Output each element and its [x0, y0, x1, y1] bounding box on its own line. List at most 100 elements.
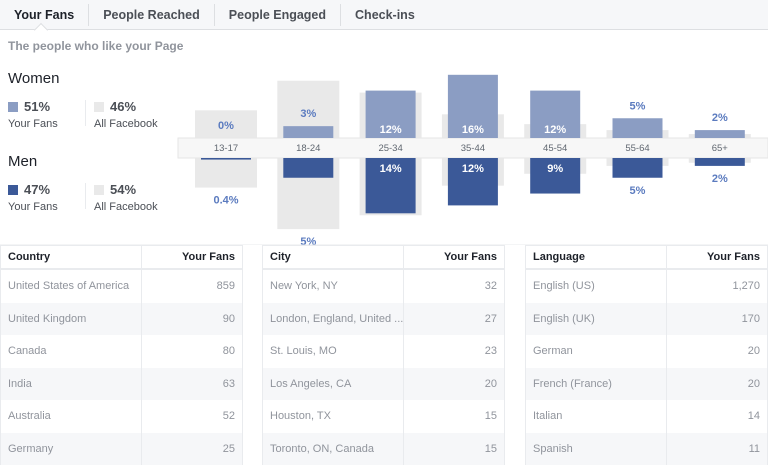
tab-check-ins[interactable]: Check-ins [355, 8, 415, 22]
men-swatch [8, 185, 18, 195]
women-title: Women [8, 70, 60, 87]
column-header-your-fans[interactable]: Your Fans [182, 251, 235, 263]
men-fans-bar [530, 158, 581, 194]
city-name: Toronto, ON, Canada [263, 432, 404, 465]
fan-count: 25 [222, 442, 235, 455]
language-table: Language Your Fans English (US) 1,270 Englis… [525, 245, 768, 465]
women-value-label: 2% [712, 112, 728, 124]
women-value-label: 12% [380, 124, 402, 136]
men-fans-bar [612, 158, 663, 178]
women-fans-bar [612, 118, 663, 138]
column-header-your-fans[interactable]: Your Fans [707, 251, 760, 263]
tab-people-reached[interactable]: People Reached [89, 4, 215, 26]
men-fans-pct: 47% [8, 182, 50, 197]
column-header-your-fans[interactable]: Your Fans [444, 251, 497, 263]
table-row: German 20 [526, 335, 767, 368]
table-row: St. Louis, MO 23 [263, 335, 504, 368]
country-name: Germany [1, 432, 142, 465]
divider [85, 100, 86, 126]
table-row: French (France) 20 [526, 367, 767, 400]
city-name: Los Angeles, CA [263, 367, 404, 400]
women-fans-bar [447, 74, 498, 138]
table-row: Canada 80 [1, 335, 242, 368]
fan-count: 23 [484, 345, 497, 357]
table-row: Germany 25 [1, 432, 242, 465]
all-facebook-swatch [94, 185, 104, 195]
table-row: Los Angeles, CA 20 [263, 367, 504, 400]
city-table: City Your Fans New York, NY 32 London, Engla… [262, 245, 505, 465]
table-row: English (UK) 170 [526, 302, 767, 335]
tab-bar: Your Fans People Reached People Engaged … [0, 0, 768, 30]
women-value-label: 0% [218, 120, 234, 132]
city-name: Houston, TX [263, 400, 404, 433]
fan-count: 20 [484, 377, 497, 390]
table-row: London, England, United ... 27 [263, 302, 504, 335]
column-header-city[interactable]: City [263, 246, 404, 268]
fan-count: 14 [747, 410, 760, 422]
women-value-label: 3% [300, 108, 316, 120]
table-row: United States of America 859 [1, 270, 242, 303]
age-tick-label: 35-44 [461, 143, 485, 154]
section-subtitle: The people who like your Page [8, 39, 184, 53]
country-name: United States of America [1, 270, 142, 303]
age-tick-label: 13-17 [214, 143, 238, 154]
women-value-label: 5% [630, 100, 646, 112]
women-fans-pct: 51% [8, 99, 50, 114]
language-name: English (UK) [526, 302, 667, 335]
men-fans-bar [365, 158, 416, 214]
language-name: Spanish [526, 432, 667, 465]
country-name: United Kingdom [1, 302, 142, 335]
men-fb-value: 54% [110, 182, 137, 197]
women-value-label: 16% [462, 124, 484, 136]
fan-count: 15 [484, 410, 497, 422]
women-fans-bar [530, 90, 581, 138]
men-fans-bar [694, 158, 745, 166]
women-fans-label: Your Fans [8, 118, 58, 130]
women-fans-bar [365, 90, 416, 138]
fan-count: 15 [484, 442, 497, 455]
language-name: German [526, 335, 667, 368]
age-tick-label: 65+ [712, 143, 729, 154]
women-fans-bar [283, 126, 334, 138]
women-fans-bar [694, 130, 745, 138]
table-row: New York, NY 32 [263, 270, 504, 303]
table-header: Country Your Fans [1, 245, 242, 270]
men-fans-bar [283, 158, 334, 178]
fan-count: 90 [222, 312, 235, 325]
language-name: English (US) [526, 270, 667, 303]
city-name: London, England, United ... [263, 302, 404, 335]
age-tick-label: 55-64 [625, 143, 649, 154]
men-fans-bar [447, 158, 498, 206]
men-value-label: 9% [547, 163, 563, 175]
fan-count: 80 [222, 345, 235, 357]
fan-count: 170 [741, 312, 760, 325]
men-fans-value: 47% [24, 182, 51, 197]
women-fb-label: All Facebook [94, 118, 158, 130]
country-name: India [1, 367, 142, 400]
table-row: Italian 14 [526, 400, 767, 433]
tab-people-engaged[interactable]: People Engaged [215, 4, 342, 26]
fan-count: 52 [222, 410, 235, 422]
country-table: Country Your Fans United States of America… [0, 245, 243, 465]
column-header-language[interactable]: Language [526, 246, 667, 268]
men-fans-bar [201, 158, 251, 160]
table-row: English (US) 1,270 [526, 270, 767, 303]
men-fb-label: All Facebook [94, 201, 158, 213]
table-row: Spanish 11 [526, 432, 767, 465]
column-header-country[interactable]: Country [1, 246, 142, 268]
table-row: Toronto, ON, Canada 15 [263, 432, 504, 465]
table-row: United Kingdom 90 [1, 302, 242, 335]
tab-your-fans[interactable]: Your Fans [0, 4, 90, 26]
fan-count: 20 [747, 345, 760, 357]
women-swatch [8, 102, 18, 112]
fan-count: 11 [748, 442, 760, 455]
table-row: Australia 52 [1, 400, 242, 433]
men-value-label: 12% [462, 163, 484, 175]
age-tick-label: 18-24 [296, 143, 320, 154]
all-facebook-swatch [94, 102, 104, 112]
women-value-label: 12% [544, 124, 566, 136]
age-gender-chart: 13-17 0% 0.4% 18-24 3% 5% 25-34 12% 14% 35-44 16% 1… [0, 74, 768, 245]
table-header: Language Your Fans [526, 245, 767, 270]
table-header: City Your Fans [263, 245, 504, 270]
men-value-label: 5% [630, 185, 646, 197]
